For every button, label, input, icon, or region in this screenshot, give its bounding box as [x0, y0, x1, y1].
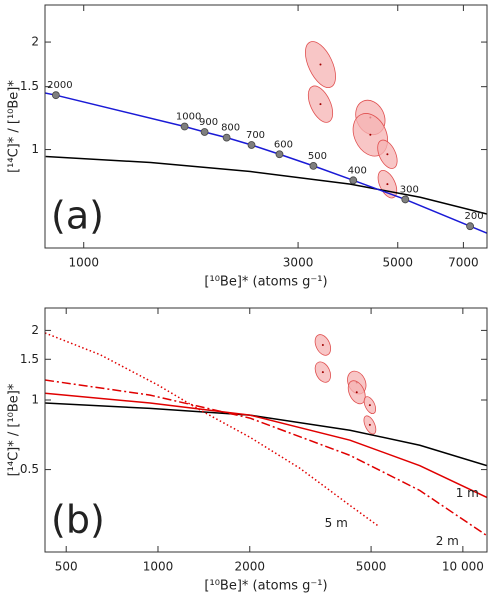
y-tick-label: 1: [31, 392, 39, 406]
y-tick-label: 2: [31, 35, 39, 49]
x-tick-label: 500: [55, 560, 78, 574]
y-tick-label: 1.5: [20, 352, 39, 366]
age-marker: [466, 222, 474, 231]
marker-label: 700: [246, 130, 265, 141]
sample-center: [368, 423, 371, 426]
age-marker: [51, 91, 60, 100]
x-axis-label: [¹⁰Be]* (atoms g⁻¹): [204, 275, 327, 290]
sample-center: [319, 63, 322, 66]
sample-center: [319, 103, 322, 106]
plot-frame: [44, 4, 488, 249]
panel-label: (a): [51, 194, 104, 238]
marker-label: 600: [274, 139, 293, 150]
panel-label: (b): [51, 498, 105, 542]
age-marker: [401, 195, 410, 204]
series-line: [45, 392, 487, 499]
marker-label: 300: [400, 184, 419, 195]
series-label: 5 m: [325, 516, 348, 530]
x-tick-label: 5000: [356, 560, 387, 574]
series-line: [45, 332, 379, 527]
x-tick-label: 2000: [234, 560, 265, 574]
x-tick-label: 5000: [382, 256, 413, 270]
x-tick-label: 1000: [143, 560, 174, 574]
sample-center: [386, 153, 389, 156]
y-tick-label: 2: [31, 323, 39, 337]
age-marker: [200, 128, 209, 136]
plot-area: [45, 332, 487, 537]
series-label: 1 m: [456, 486, 479, 500]
y-tick-label: 1: [31, 142, 39, 156]
sample-center: [386, 183, 389, 186]
series-line: [45, 379, 487, 537]
y-axis-label: [¹⁴C]* / [¹⁰Be]*: [7, 80, 22, 173]
marker-label: 200: [465, 211, 484, 222]
age-marker: [247, 141, 256, 149]
x-tick-label: 1000: [68, 256, 99, 270]
marker-label: 900: [199, 117, 218, 128]
series-label: 2 m: [436, 534, 459, 548]
sample-center: [368, 404, 371, 407]
marker-label: 500: [308, 151, 327, 162]
sample-center: [355, 391, 358, 394]
sample-center: [321, 371, 324, 374]
x-axis-label: [¹⁰Be]* (atoms g⁻¹): [204, 579, 327, 594]
plot-area: [45, 41, 487, 234]
y-tick-label: 1.5: [20, 79, 39, 93]
age-marker: [180, 122, 189, 131]
sample-center: [321, 343, 324, 346]
series-line: [45, 402, 487, 467]
marker-label: 2000: [47, 80, 72, 91]
x-tick-label: 3000: [283, 256, 314, 270]
age-marker: [275, 150, 284, 159]
marker-label: 400: [348, 165, 367, 176]
marker-label: 800: [221, 123, 240, 134]
marker-label: 1000: [176, 112, 201, 123]
age-marker: [222, 133, 231, 142]
y-tick-label: 0.5: [20, 462, 39, 476]
plot-frame: [44, 307, 488, 553]
sample-center: [369, 133, 372, 136]
x-tick-label: 10 000: [442, 560, 484, 574]
x-tick-label: 7000: [448, 256, 479, 270]
y-axis-label: [¹⁴C]* / [¹⁰Be]*: [7, 383, 22, 476]
series-line: [45, 155, 487, 215]
series-line: [45, 92, 487, 234]
age-marker: [309, 161, 318, 170]
age-marker: [349, 176, 358, 185]
